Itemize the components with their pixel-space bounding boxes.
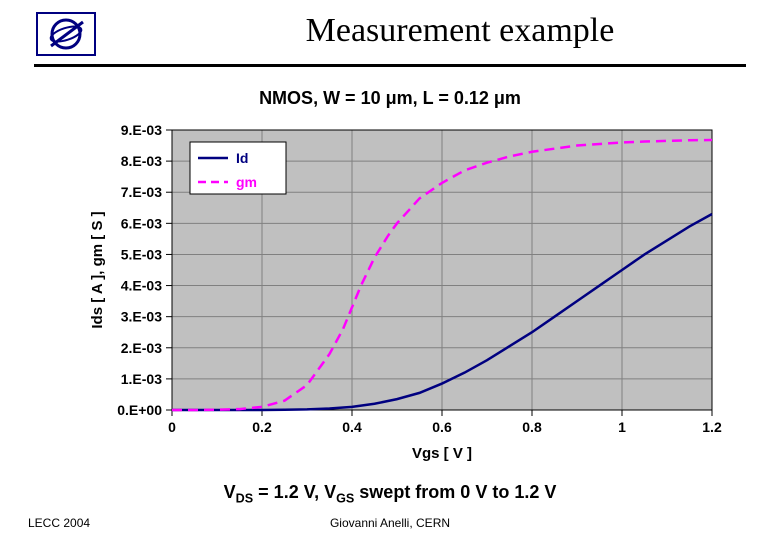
- slide: Measurement example NMOS, W = 10 μm, L =…: [0, 0, 780, 540]
- chart-caption: VDS = 1.2 V, VGS swept from 0 V to 1.2 V: [0, 482, 780, 506]
- header: Measurement example: [0, 4, 780, 66]
- x-tick-label: 1.2: [702, 419, 722, 435]
- x-tick-label: 0.2: [252, 419, 272, 435]
- y-tick-label: 0.E+00: [117, 402, 162, 418]
- footer-center: Giovanni Anelli, CERN: [0, 516, 780, 530]
- y-tick-label: 9.E-03: [121, 122, 162, 138]
- y-tick-label: 8.E-03: [121, 153, 162, 169]
- x-tick-label: 0.8: [522, 419, 542, 435]
- title-rule: [34, 64, 746, 67]
- x-tick-label: 0: [168, 419, 176, 435]
- y-tick-label: 2.E-03: [121, 340, 162, 356]
- y-tick-label: 3.E-03: [121, 309, 162, 325]
- chart: 0 0.2 0.4 0.6 0.8 1 1.2 0.E+00 1.E-03 2.E-03 3.E-0…: [84, 118, 724, 470]
- x-axis-label: Vgs [ V ]: [412, 445, 472, 462]
- x-tick-label: 0.4: [342, 419, 362, 435]
- x-tick-label: 1: [618, 419, 626, 435]
- legend-label: Id: [236, 150, 248, 166]
- x-tick-label: 0.6: [432, 419, 452, 435]
- y-tick-label: 4.E-03: [121, 278, 162, 294]
- y-tick-label: 6.E-03: [121, 215, 162, 231]
- y-tick-label: 5.E-03: [121, 246, 162, 262]
- y-tick-label: 7.E-03: [121, 184, 162, 200]
- cern-logo: [36, 12, 96, 56]
- chart-subtitle: NMOS, W = 10 μm, L = 0.12 μm: [0, 88, 780, 109]
- legend-label: gm: [236, 174, 257, 190]
- y-axis-label: Ids [ A ], gm [ S ]: [89, 211, 106, 328]
- slide-title: Measurement example: [180, 12, 740, 50]
- y-tick-label: 1.E-03: [121, 371, 162, 387]
